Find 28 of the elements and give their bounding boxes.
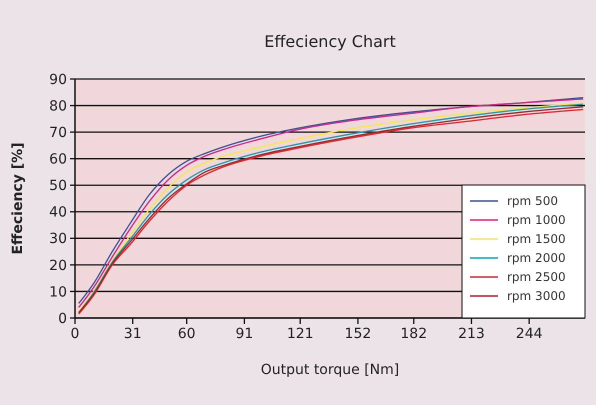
y-tick-label: 90: [49, 72, 67, 88]
legend-label: rpm 2500: [507, 270, 566, 284]
x-tick-label: 121: [286, 326, 314, 342]
x-tick-label: 31: [124, 326, 142, 342]
x-axis-title: Output torque [Nm]: [260, 362, 400, 378]
y-tick-label: 20: [49, 258, 67, 274]
legend-label: rpm 1500: [507, 232, 566, 246]
x-tick-label: 244: [516, 326, 543, 342]
legend-label: rpm 3000: [507, 289, 566, 304]
y-tick-label: 40: [49, 204, 67, 221]
legend-label: rpm 1000: [507, 213, 566, 228]
y-tick-label: 50: [49, 178, 67, 194]
x-tick-label: 0: [70, 326, 80, 342]
x-tick-label: 60: [178, 326, 196, 342]
y-tick-label: 30: [49, 231, 67, 248]
legend-label: rpm 500: [507, 194, 558, 208]
x-tick-label: 152: [344, 326, 372, 342]
x-tick-label: 182: [400, 326, 428, 342]
legend-label: rpm 2000: [507, 251, 566, 266]
chart-title: Effeciency Chart: [264, 32, 396, 51]
y-tick-label: 10: [49, 284, 67, 300]
y-tick-label: 80: [49, 98, 67, 114]
x-tick-label: 213: [458, 326, 485, 342]
y-tick-label: 60: [49, 152, 67, 168]
x-tick-label: 91: [235, 326, 254, 342]
y-axis-title: Effeciency [%]: [10, 142, 26, 255]
y-tick-label: 0: [58, 310, 67, 327]
y-tick-label: 70: [49, 125, 67, 142]
